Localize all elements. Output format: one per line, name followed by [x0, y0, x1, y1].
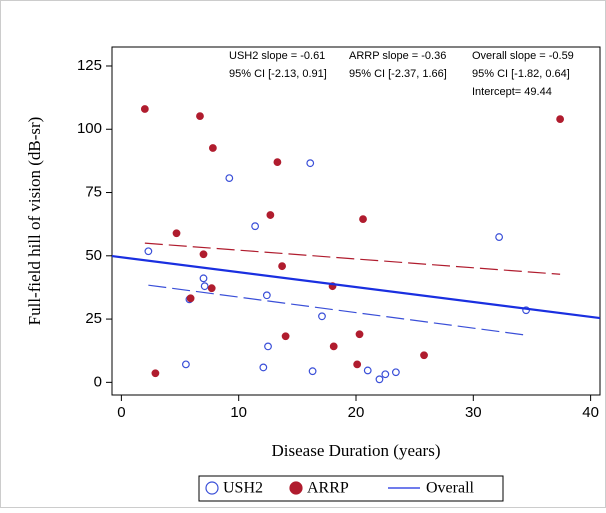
point	[140, 105, 149, 113]
point	[172, 229, 181, 238]
point	[278, 262, 286, 271]
point	[199, 274, 208, 283]
point	[200, 282, 209, 291]
x-tick-label: 0	[117, 404, 125, 421]
fit-line	[144, 242, 561, 275]
y-tick-label: 125	[77, 57, 102, 74]
y-tick-label: 75	[85, 183, 102, 200]
legend-swatch	[289, 481, 303, 495]
x-tick-label: 40	[582, 404, 599, 421]
point	[318, 312, 326, 321]
point	[353, 360, 362, 369]
point	[355, 330, 364, 339]
y-tick-label: 100	[77, 120, 102, 137]
line	[111, 254, 601, 320]
point	[391, 368, 400, 377]
point	[306, 159, 315, 168]
point	[262, 291, 271, 300]
point	[151, 369, 160, 378]
point	[144, 247, 153, 256]
annotation: 95% CI [-1.82, 0.64]	[472, 68, 570, 80]
point	[522, 306, 530, 315]
annotation: USH2 slope = -0.61	[229, 50, 325, 62]
point	[495, 233, 504, 241]
annotation: 95% CI [-2.37, 1.66]	[349, 68, 447, 80]
fit-line	[148, 284, 528, 336]
point	[381, 370, 390, 379]
y-tick-label: 0	[94, 373, 102, 390]
point	[186, 294, 195, 303]
point	[207, 284, 216, 293]
annotation: Overall slope = -0.59	[472, 50, 574, 62]
point	[281, 332, 290, 341]
x-tick-label: 20	[348, 404, 365, 421]
legend-swatch	[205, 481, 219, 495]
legend-label: USH2	[223, 480, 263, 497]
point	[251, 222, 260, 231]
x-tick-label: 30	[465, 404, 482, 421]
y-axis-label: Full-field hill of vision (dB-sr)	[25, 117, 44, 326]
point	[329, 342, 338, 351]
point	[375, 375, 384, 384]
point	[196, 112, 204, 120]
x-axis-label: Disease Duration (years)	[272, 441, 441, 460]
point	[308, 367, 317, 376]
y-tick-label: 25	[85, 310, 102, 327]
point	[363, 366, 372, 375]
annotation: ARRP slope = -0.36	[349, 50, 446, 62]
point	[208, 144, 217, 152]
point	[359, 215, 367, 224]
point	[259, 363, 268, 372]
point	[182, 360, 190, 369]
point	[273, 158, 282, 167]
legend-label: Overall	[426, 480, 475, 497]
legend	[198, 475, 504, 502]
point	[225, 174, 234, 183]
y-tick-label: 50	[85, 247, 102, 264]
annotation: 95% CI [-2.13, 0.91]	[229, 68, 327, 80]
legend-label: ARRP	[307, 480, 349, 497]
point	[420, 351, 428, 360]
x-tick-label: 10	[230, 404, 247, 421]
point	[556, 115, 565, 124]
point	[266, 211, 275, 219]
annotation: Intercept= 49.44	[472, 86, 552, 98]
point	[264, 342, 272, 351]
point	[199, 250, 208, 259]
